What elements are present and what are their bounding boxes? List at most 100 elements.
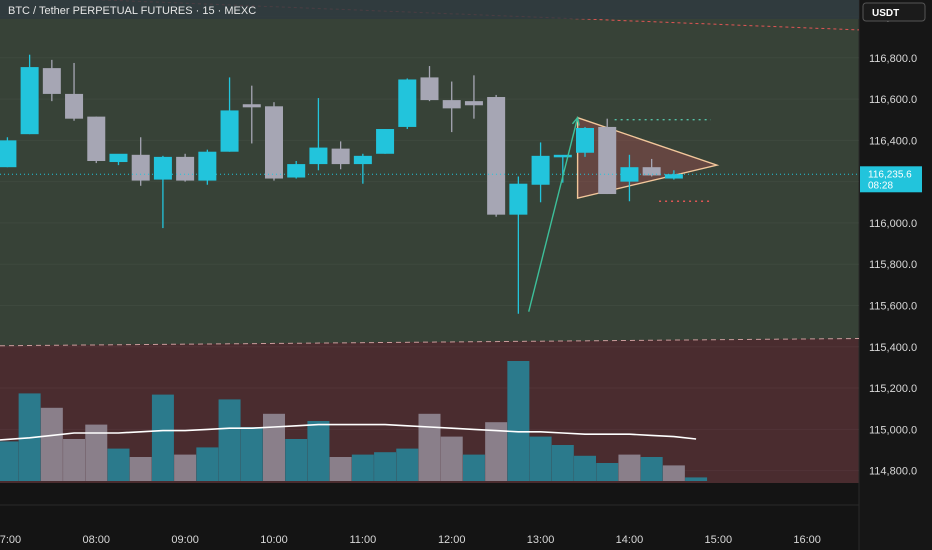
volume-bar [574, 455, 597, 481]
price-tick-label: 115,800.0 [869, 259, 917, 271]
candlestick [598, 118, 617, 195]
symbol-title[interactable]: BTC / Tether PERPETUAL FUTURES · 15 · ME… [8, 5, 256, 17]
candle-body [264, 106, 283, 179]
price-tick-label: 115,000.0 [869, 424, 917, 436]
volume-bar [0, 441, 19, 481]
candle-body [65, 93, 84, 119]
candlestick [464, 75, 483, 119]
volume-bar [418, 413, 441, 481]
candle-body [331, 148, 350, 165]
candlestick [109, 153, 128, 166]
time-tick-label: 11:00 [349, 534, 376, 546]
chart-background-lower [0, 338, 859, 483]
volume-bar [107, 448, 130, 481]
candlestick [153, 155, 172, 229]
candlestick [509, 176, 528, 314]
candle-body [242, 104, 261, 108]
candle-body [153, 156, 172, 180]
volume-bar [462, 454, 485, 481]
time-tick-label: 16:00 [793, 534, 821, 546]
candlestick [198, 149, 217, 185]
candle-body [398, 79, 417, 127]
volume-bar [685, 477, 708, 481]
candle-countdown-label: 08:28 [868, 180, 893, 191]
volume-bar [507, 361, 530, 481]
candlestick [376, 129, 395, 154]
volume-bar [440, 436, 463, 481]
candlestick [420, 66, 439, 102]
candlestick [442, 81, 461, 133]
candlestick [620, 154, 639, 202]
candle-body [287, 164, 306, 178]
candle-body [664, 174, 683, 179]
candlestick [20, 54, 39, 135]
resistance-trend-line[interactable] [0, 0, 860, 31]
candlestick [487, 94, 506, 217]
candle-body [553, 154, 572, 158]
candlestick [331, 141, 350, 170]
volume-bar [662, 465, 685, 481]
volume-bar [396, 448, 419, 481]
candlestick [353, 153, 372, 184]
volume-bar [551, 445, 574, 481]
candlesticks [0, 54, 683, 314]
price-axis-background [859, 0, 932, 550]
currency-button[interactable]: USDT [862, 2, 926, 22]
candlestick [87, 116, 106, 164]
candlestick [531, 142, 550, 203]
volume-bar [374, 452, 397, 481]
candlestick [220, 77, 239, 152]
volume-bar [129, 457, 152, 481]
candle-body [442, 100, 461, 109]
time-tick-label: 13:00 [527, 534, 555, 546]
support-trend-line[interactable] [0, 338, 860, 347]
candle-body [109, 153, 128, 163]
candlestick [309, 98, 328, 171]
price-tick-label: 114,800.0 [869, 466, 917, 478]
volume-bar [618, 454, 641, 481]
time-tick-label: 15:00 [705, 534, 733, 546]
candle-body [0, 140, 17, 168]
candlestick [398, 78, 417, 130]
candle-body [20, 67, 39, 135]
candlestick [242, 85, 261, 144]
volume-bar [85, 424, 108, 481]
candlestick [642, 158, 661, 177]
volume-bar [40, 407, 63, 481]
time-tick-label: 09:00 [171, 534, 199, 546]
volume-bar [240, 427, 263, 481]
volume-bar [151, 394, 174, 481]
candle-body [309, 147, 328, 165]
volume-bar [529, 436, 552, 481]
candlestick [576, 126, 595, 157]
candlestick [264, 102, 283, 181]
candle-body [598, 126, 617, 195]
price-tick-label: 116,800.0 [869, 53, 917, 65]
current-price-label: 116,235.6 [868, 169, 912, 180]
time-tick-label: 07:00 [0, 534, 21, 546]
candle-body [376, 129, 395, 154]
price-tick-label: 115,200.0 [869, 383, 917, 395]
price-tick-label: 116,000.0 [869, 218, 917, 230]
candle-body [576, 127, 595, 153]
impulse-arrow-line[interactable] [528, 117, 579, 312]
pattern-annotations[interactable] [528, 116, 711, 312]
volume-bar [262, 413, 285, 481]
volume-bar [196, 447, 219, 481]
price-tick-label: 115,600.0 [869, 300, 917, 312]
price-tick-label: 116,600.0 [869, 94, 917, 106]
volume-bar [351, 454, 374, 481]
candlestick [176, 153, 195, 182]
candle-body [420, 77, 439, 101]
price-tick-label: 115,400.0 [869, 342, 917, 354]
time-tick-label: 10:00 [260, 534, 288, 546]
current-price-badge: 116,235.6 08:28 [860, 166, 922, 193]
candlestick [0, 137, 17, 168]
candle-body [42, 68, 61, 94]
title-bar-background [0, 0, 859, 19]
candle-body [642, 167, 661, 176]
time-tick-label: 08:00 [83, 534, 111, 546]
time-tick-label: 14:00 [616, 534, 644, 546]
trend-lines [0, 0, 860, 347]
